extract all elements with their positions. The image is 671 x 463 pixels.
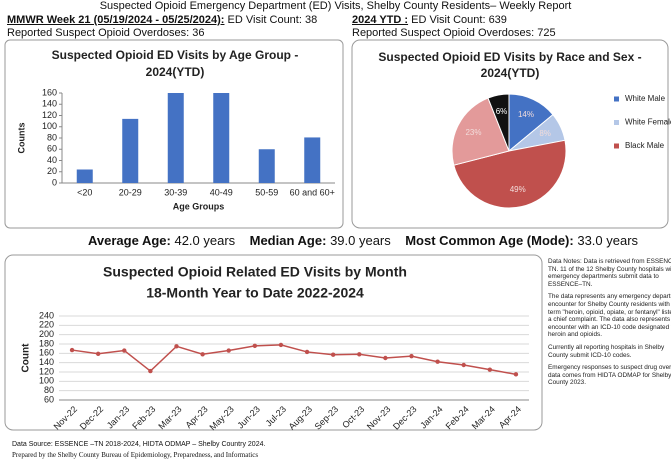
stat-value: 39.0 years — [330, 233, 391, 248]
chart-title: 18-Month Year to Date 2022-2024 — [146, 285, 364, 301]
line-marker — [513, 372, 519, 377]
x-axis-label: Age Groups — [173, 201, 225, 211]
x-tick-label: 30-39 — [164, 187, 187, 197]
x-tick-label: 60 and 60+ — [290, 187, 335, 197]
bar — [122, 118, 139, 183]
line-marker — [252, 343, 258, 349]
week-label: MMWR Week 21 (05/19/2024 - 05/25/2024): — [7, 14, 225, 26]
y-tick-label: 60 — [44, 394, 54, 404]
y-tick-label: 40 — [47, 155, 57, 165]
line-marker — [200, 352, 205, 357]
x-tick-label: <20 — [77, 187, 92, 197]
chart-title: Suspected Opioid Related ED Visits by Mo… — [103, 264, 407, 280]
line-marker — [278, 342, 284, 348]
footer-credit: Prepared by the Shelby County Bureau of … — [12, 451, 259, 459]
bar — [76, 169, 93, 183]
y-tick-label: 140 — [39, 357, 54, 367]
pie-slice — [453, 139, 567, 209]
stat-label: Median Age: — [249, 233, 327, 248]
bar — [258, 149, 275, 183]
legend-label: White Female — [625, 118, 671, 127]
week-overdoses: Reported Suspect Opioid Overdoses: 36 — [7, 27, 205, 39]
y-tick-label: 60 — [47, 144, 57, 154]
line-marker — [69, 347, 75, 353]
slice-label: 14% — [518, 110, 534, 119]
line-marker — [330, 352, 336, 357]
bar — [167, 93, 184, 183]
slice-label: 23% — [465, 128, 481, 137]
y-tick-label: 100 — [39, 376, 54, 386]
pie-slice — [451, 97, 510, 166]
chart-title: Suspected Opioid ED Visits by Race and S… — [378, 50, 641, 64]
week-visits: ED Visit Count: 38 — [227, 14, 318, 26]
legend-swatch — [614, 143, 619, 149]
y-tick-label: 100 — [42, 121, 57, 131]
ytd-row: 2024 YTD : ED Visit Count: 639 — [352, 14, 507, 26]
y-tick-label: 120 — [39, 366, 54, 376]
y-tick-label: 120 — [42, 110, 57, 120]
ytd-visits: ED Visit Count: 639 — [411, 14, 507, 26]
y-tick-label: 80 — [47, 132, 57, 142]
chart-title: Suspected Opioid ED Visits by Age Group … — [52, 48, 299, 62]
y-axis-label: Counts — [16, 123, 26, 154]
legend-swatch — [614, 120, 619, 125]
note: The data represents any emergency depart… — [548, 293, 671, 339]
stat-value: 33.0 years — [577, 233, 639, 248]
y-tick-label: 0 — [52, 177, 57, 187]
line-marker — [304, 349, 310, 355]
y-tick-label: 80 — [44, 385, 54, 395]
line-marker — [357, 352, 362, 357]
ytd-label: 2024 YTD : — [352, 14, 409, 26]
note: Currently all reporting hospitals in She… — [548, 343, 665, 359]
line — [71, 344, 517, 376]
legend-label: White Male — [625, 94, 666, 103]
x-tick-label: 50-59 — [255, 187, 278, 197]
ytd-overdoses: Reported Suspect Opioid Overdoses: 725 — [352, 27, 556, 39]
report-title: Suspected Opioid Emergency Department (E… — [99, 0, 572, 12]
chart-title: 2024(YTD) — [481, 66, 540, 80]
notes: Data Notes: Data is retrieved from ESSEN… — [548, 258, 671, 392]
stat-label: Average Age: — [88, 233, 171, 248]
stat-value: 42.0 years — [174, 233, 236, 248]
x-tick-label: 20-29 — [119, 187, 142, 197]
y-axis-label: Count — [21, 343, 32, 373]
stat-label: Most Common Age (Mode): — [405, 233, 574, 248]
slice-label: 8% — [539, 129, 551, 138]
slice-label: 6% — [496, 107, 508, 116]
line-marker — [487, 367, 493, 372]
line-marker — [409, 353, 414, 359]
line-marker — [122, 348, 127, 353]
line-marker — [435, 359, 440, 364]
line-panel — [4, 254, 543, 431]
line-marker — [461, 362, 466, 368]
bar — [213, 93, 230, 183]
y-tick-label: 140 — [42, 99, 57, 109]
line-marker — [226, 348, 231, 353]
chart-title: 2024(YTD) — [146, 65, 205, 79]
week-row: MMWR Week 21 (05/19/2024 - 05/25/2024): … — [7, 14, 317, 26]
y-tick-label: 160 — [42, 87, 57, 97]
footer-source: Data Source: ESSENCE –TN 2018-2024, HIDT… — [12, 441, 266, 448]
y-tick-label: 220 — [39, 320, 54, 330]
line-marker — [174, 344, 179, 349]
y-tick-label: 160 — [39, 348, 54, 358]
bar — [304, 137, 321, 183]
pie-slice — [487, 93, 510, 152]
y-tick-label: 200 — [39, 329, 54, 339]
x-tick-label: 40-49 — [210, 187, 233, 197]
note: Emergency responses to suspect drug over… — [548, 364, 671, 387]
line-marker — [383, 355, 388, 361]
stats-row: Average Age: 42.0 years Median Age: 39.0… — [88, 233, 638, 248]
y-tick-label: 20 — [47, 166, 57, 176]
line-marker — [148, 368, 153, 374]
slice-label: 49% — [510, 185, 526, 194]
y-tick-label: 240 — [39, 310, 54, 320]
line-marker — [95, 351, 101, 356]
legend-swatch — [614, 96, 619, 102]
legend-label: Black Male — [625, 141, 665, 150]
y-tick-label: 180 — [39, 338, 54, 348]
note: Data Notes: Data is retrieved from ESSEN… — [548, 258, 671, 288]
